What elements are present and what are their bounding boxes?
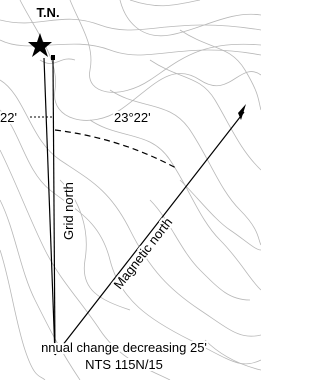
grid-north-marker (51, 55, 55, 60)
angle-label: 22' (0, 110, 17, 125)
declination-arc (55, 130, 176, 168)
declination-diagram: T.N. 22' 23°22' Grid north Magnetic nort… (0, 0, 261, 380)
true-north-star (28, 33, 52, 57)
declination-label: 23°22' (114, 110, 151, 125)
grid-north-label: Grid north (61, 182, 76, 240)
map-sheet-label: NTS 115N/15 (85, 357, 163, 372)
topographic-contours (0, 0, 261, 380)
magnetic-north-label: Magnetic north (111, 215, 176, 292)
annual-change-note: nnual change decreasing 25' (41, 340, 207, 355)
true-north-label: T.N. (36, 5, 59, 20)
